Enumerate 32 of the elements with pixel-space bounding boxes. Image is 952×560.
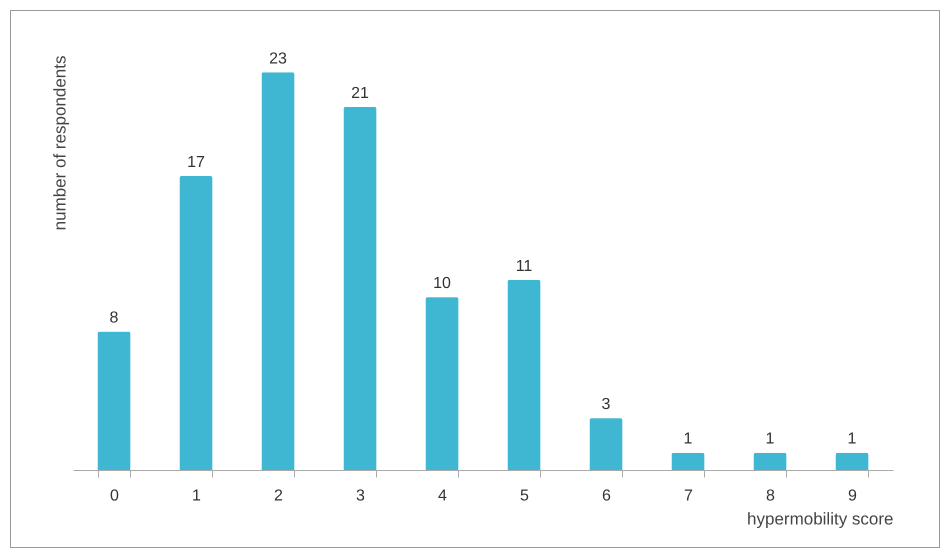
x-axis-title: hypermobility score (747, 510, 894, 528)
data-label: 21 (351, 84, 369, 102)
x-tick-label: 2 (274, 488, 284, 504)
data-label: 1 (766, 430, 775, 448)
x-tick-label: 1 (192, 488, 202, 504)
data-label: 23 (269, 50, 287, 68)
x-tick-label: 4 (438, 488, 448, 504)
x-tick-label: 9 (848, 488, 858, 504)
bar (180, 176, 212, 470)
y-axis-title: number of respondents (50, 56, 70, 230)
x-tick-label: 0 (110, 488, 120, 504)
x-tick-label: 8 (766, 488, 776, 504)
x-tick-label: 6 (602, 488, 612, 504)
bar (508, 280, 540, 470)
data-label: 10 (433, 275, 451, 292)
bar (754, 452, 786, 470)
data-label: 1 (848, 430, 857, 448)
data-label: 11 (516, 258, 532, 275)
bar (672, 452, 704, 470)
data-label: 8 (110, 310, 119, 327)
x-tick-label: 3 (356, 488, 366, 504)
bar (344, 106, 376, 470)
bar (836, 452, 868, 470)
x-tick-label: 7 (684, 488, 694, 504)
x-tick-label: 5 (520, 488, 530, 504)
bar (98, 332, 130, 470)
bar (426, 297, 458, 470)
bar (590, 418, 622, 470)
bar (262, 72, 294, 470)
data-label: 3 (602, 396, 611, 414)
data-label: 17 (187, 154, 205, 172)
data-label: 1 (684, 430, 693, 448)
